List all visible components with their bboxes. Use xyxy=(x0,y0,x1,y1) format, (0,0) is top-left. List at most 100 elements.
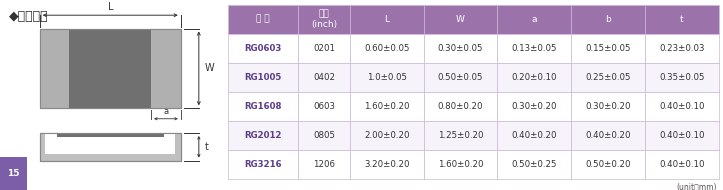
Bar xyxy=(571,92,645,121)
Bar xyxy=(350,63,424,92)
Text: 2.00±0.20: 2.00±0.20 xyxy=(364,131,409,140)
Bar xyxy=(497,92,571,121)
Text: ◆外形尺寸: ◆外形尺寸 xyxy=(9,10,48,22)
Text: 1.60±0.20: 1.60±0.20 xyxy=(438,160,483,169)
Text: 0.50±0.25: 0.50±0.25 xyxy=(512,160,557,169)
Text: 1.60±0.20: 1.60±0.20 xyxy=(364,102,409,111)
Text: 0.40±0.20: 0.40±0.20 xyxy=(512,131,557,140)
Text: W: W xyxy=(205,63,214,73)
Text: a: a xyxy=(531,15,537,24)
Text: RG0603: RG0603 xyxy=(244,44,281,53)
Text: 0.30±0.05: 0.30±0.05 xyxy=(438,44,483,53)
Bar xyxy=(497,121,571,150)
Text: RG2012: RG2012 xyxy=(244,131,281,140)
Text: 0.40±0.10: 0.40±0.10 xyxy=(659,160,704,169)
Bar xyxy=(350,92,424,121)
Bar xyxy=(424,5,497,34)
Text: RG3216: RG3216 xyxy=(244,160,282,169)
Text: 尺寸
(inch): 尺寸 (inch) xyxy=(311,10,337,29)
Text: 型 号: 型 号 xyxy=(256,15,270,24)
Text: L: L xyxy=(385,15,389,24)
Text: 0805: 0805 xyxy=(313,131,335,140)
Text: 0.25±0.05: 0.25±0.05 xyxy=(586,73,630,82)
Bar xyxy=(497,5,571,34)
Text: 3.20±0.20: 3.20±0.20 xyxy=(364,160,409,169)
Bar xyxy=(228,92,298,121)
Bar xyxy=(228,34,298,63)
Text: L: L xyxy=(108,2,113,12)
Text: 0.80±0.20: 0.80±0.20 xyxy=(438,102,483,111)
Bar xyxy=(350,34,424,63)
Text: 0.20±0.10: 0.20±0.10 xyxy=(512,73,557,82)
Bar xyxy=(228,121,298,150)
Text: W: W xyxy=(456,15,465,24)
Bar xyxy=(645,92,719,121)
Text: 1.25±0.20: 1.25±0.20 xyxy=(438,131,483,140)
Text: a: a xyxy=(163,107,168,116)
Text: RG1005: RG1005 xyxy=(244,73,281,82)
Bar xyxy=(40,133,181,161)
Text: 0.23±0.03: 0.23±0.03 xyxy=(659,44,704,53)
Bar xyxy=(571,34,645,63)
Text: 0.40±0.20: 0.40±0.20 xyxy=(586,131,630,140)
Bar xyxy=(228,63,298,92)
Bar xyxy=(645,34,719,63)
Text: RG1608: RG1608 xyxy=(244,102,281,111)
Text: 1206: 1206 xyxy=(313,160,335,169)
Bar xyxy=(350,121,424,150)
Bar xyxy=(645,5,719,34)
Bar xyxy=(40,28,69,108)
Text: 0201: 0201 xyxy=(313,44,335,53)
Bar xyxy=(424,63,497,92)
Bar xyxy=(151,28,181,108)
Text: 0.50±0.05: 0.50±0.05 xyxy=(438,73,483,82)
Text: 0.30±0.20: 0.30±0.20 xyxy=(512,102,557,111)
Bar xyxy=(497,63,571,92)
Bar xyxy=(298,121,350,150)
Bar xyxy=(571,121,645,150)
Bar xyxy=(645,150,719,179)
Bar xyxy=(424,121,497,150)
Bar xyxy=(40,28,181,108)
Text: 1.0±0.05: 1.0±0.05 xyxy=(367,73,407,82)
Bar xyxy=(298,5,350,34)
Bar xyxy=(46,134,175,154)
Bar xyxy=(0,157,27,190)
Bar xyxy=(424,150,497,179)
Bar xyxy=(350,150,424,179)
Text: 0.60±0.05: 0.60±0.05 xyxy=(364,44,409,53)
Bar xyxy=(497,150,571,179)
Text: 0402: 0402 xyxy=(313,73,335,82)
Bar xyxy=(298,92,350,121)
Text: 0.40±0.10: 0.40±0.10 xyxy=(659,131,704,140)
Text: 0.15±0.05: 0.15±0.05 xyxy=(586,44,630,53)
Bar xyxy=(228,5,298,34)
Bar xyxy=(40,28,181,108)
Text: b: b xyxy=(605,15,611,24)
Bar xyxy=(645,63,719,92)
Bar xyxy=(40,133,181,161)
Text: (unit：mm): (unit：mm) xyxy=(676,182,716,190)
Text: 0.50±0.20: 0.50±0.20 xyxy=(586,160,630,169)
Bar xyxy=(69,28,151,108)
Text: 0.40±0.10: 0.40±0.10 xyxy=(659,102,704,111)
Text: 0.13±0.05: 0.13±0.05 xyxy=(512,44,557,53)
Bar xyxy=(298,150,350,179)
Bar xyxy=(424,34,497,63)
Text: 0.35±0.05: 0.35±0.05 xyxy=(659,73,704,82)
Bar xyxy=(56,134,164,137)
Bar xyxy=(298,34,350,63)
Bar xyxy=(497,34,571,63)
Text: 0603: 0603 xyxy=(313,102,335,111)
Bar xyxy=(350,5,424,34)
Bar xyxy=(645,121,719,150)
Text: 0.30±0.20: 0.30±0.20 xyxy=(586,102,630,111)
Text: t: t xyxy=(680,15,684,24)
Bar xyxy=(571,150,645,179)
Text: t: t xyxy=(205,142,208,152)
Bar xyxy=(424,92,497,121)
Bar xyxy=(298,63,350,92)
Bar xyxy=(571,5,645,34)
Bar xyxy=(571,63,645,92)
Bar xyxy=(228,150,298,179)
